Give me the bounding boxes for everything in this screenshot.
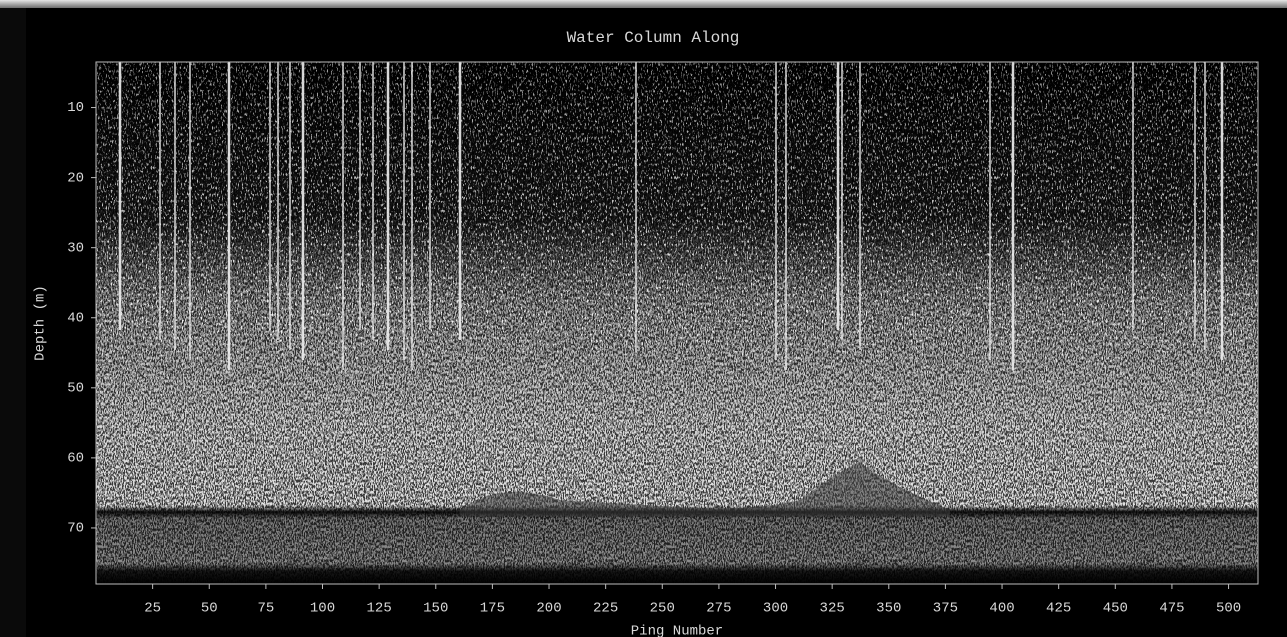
x-tick-label: 175 bbox=[480, 601, 505, 617]
plot-frame bbox=[95, 61, 1259, 585]
x-axis-label: Ping Number bbox=[631, 624, 723, 637]
x-tick-label: 225 bbox=[593, 601, 618, 617]
y-axis-label: Depth (m) bbox=[33, 285, 49, 361]
y-tick-label: 30 bbox=[67, 240, 84, 256]
x-tick-label: 350 bbox=[876, 601, 901, 617]
x-tick-label: 325 bbox=[820, 601, 845, 617]
x-tick-label: 25 bbox=[144, 601, 161, 617]
x-tick-label: 125 bbox=[367, 601, 392, 617]
y-tick-label: 40 bbox=[67, 310, 84, 326]
x-tick-label: 100 bbox=[310, 601, 335, 617]
window-edge bbox=[0, 8, 26, 637]
y-tick-label: 70 bbox=[67, 521, 84, 537]
ping-streaks bbox=[118, 62, 1224, 370]
x-tick-label: 300 bbox=[763, 601, 788, 617]
window-frame bbox=[0, 0, 1287, 8]
plot-area bbox=[95, 61, 1259, 585]
x-tick-label: 450 bbox=[1103, 601, 1128, 617]
x-tick-label: 200 bbox=[536, 601, 561, 617]
x-tick-label: 150 bbox=[423, 601, 448, 617]
x-tick-label: 75 bbox=[257, 601, 274, 617]
y-tick-label: 20 bbox=[67, 170, 84, 186]
x-tick-label: 275 bbox=[706, 601, 731, 617]
x-tick-label: 250 bbox=[650, 601, 675, 617]
x-tick-label: 400 bbox=[989, 601, 1014, 617]
x-tick-label: 50 bbox=[201, 601, 218, 617]
x-tick-label: 500 bbox=[1216, 601, 1241, 617]
x-tick-label: 375 bbox=[933, 601, 958, 617]
y-tick-label: 60 bbox=[67, 451, 84, 467]
chart-title: Water Column Along bbox=[567, 29, 740, 47]
y-tick-label: 10 bbox=[67, 100, 84, 116]
plume bbox=[460, 462, 950, 516]
x-tick-label: 475 bbox=[1159, 601, 1184, 617]
y-tick-label: 50 bbox=[67, 381, 84, 397]
x-tick-label: 425 bbox=[1046, 601, 1071, 617]
